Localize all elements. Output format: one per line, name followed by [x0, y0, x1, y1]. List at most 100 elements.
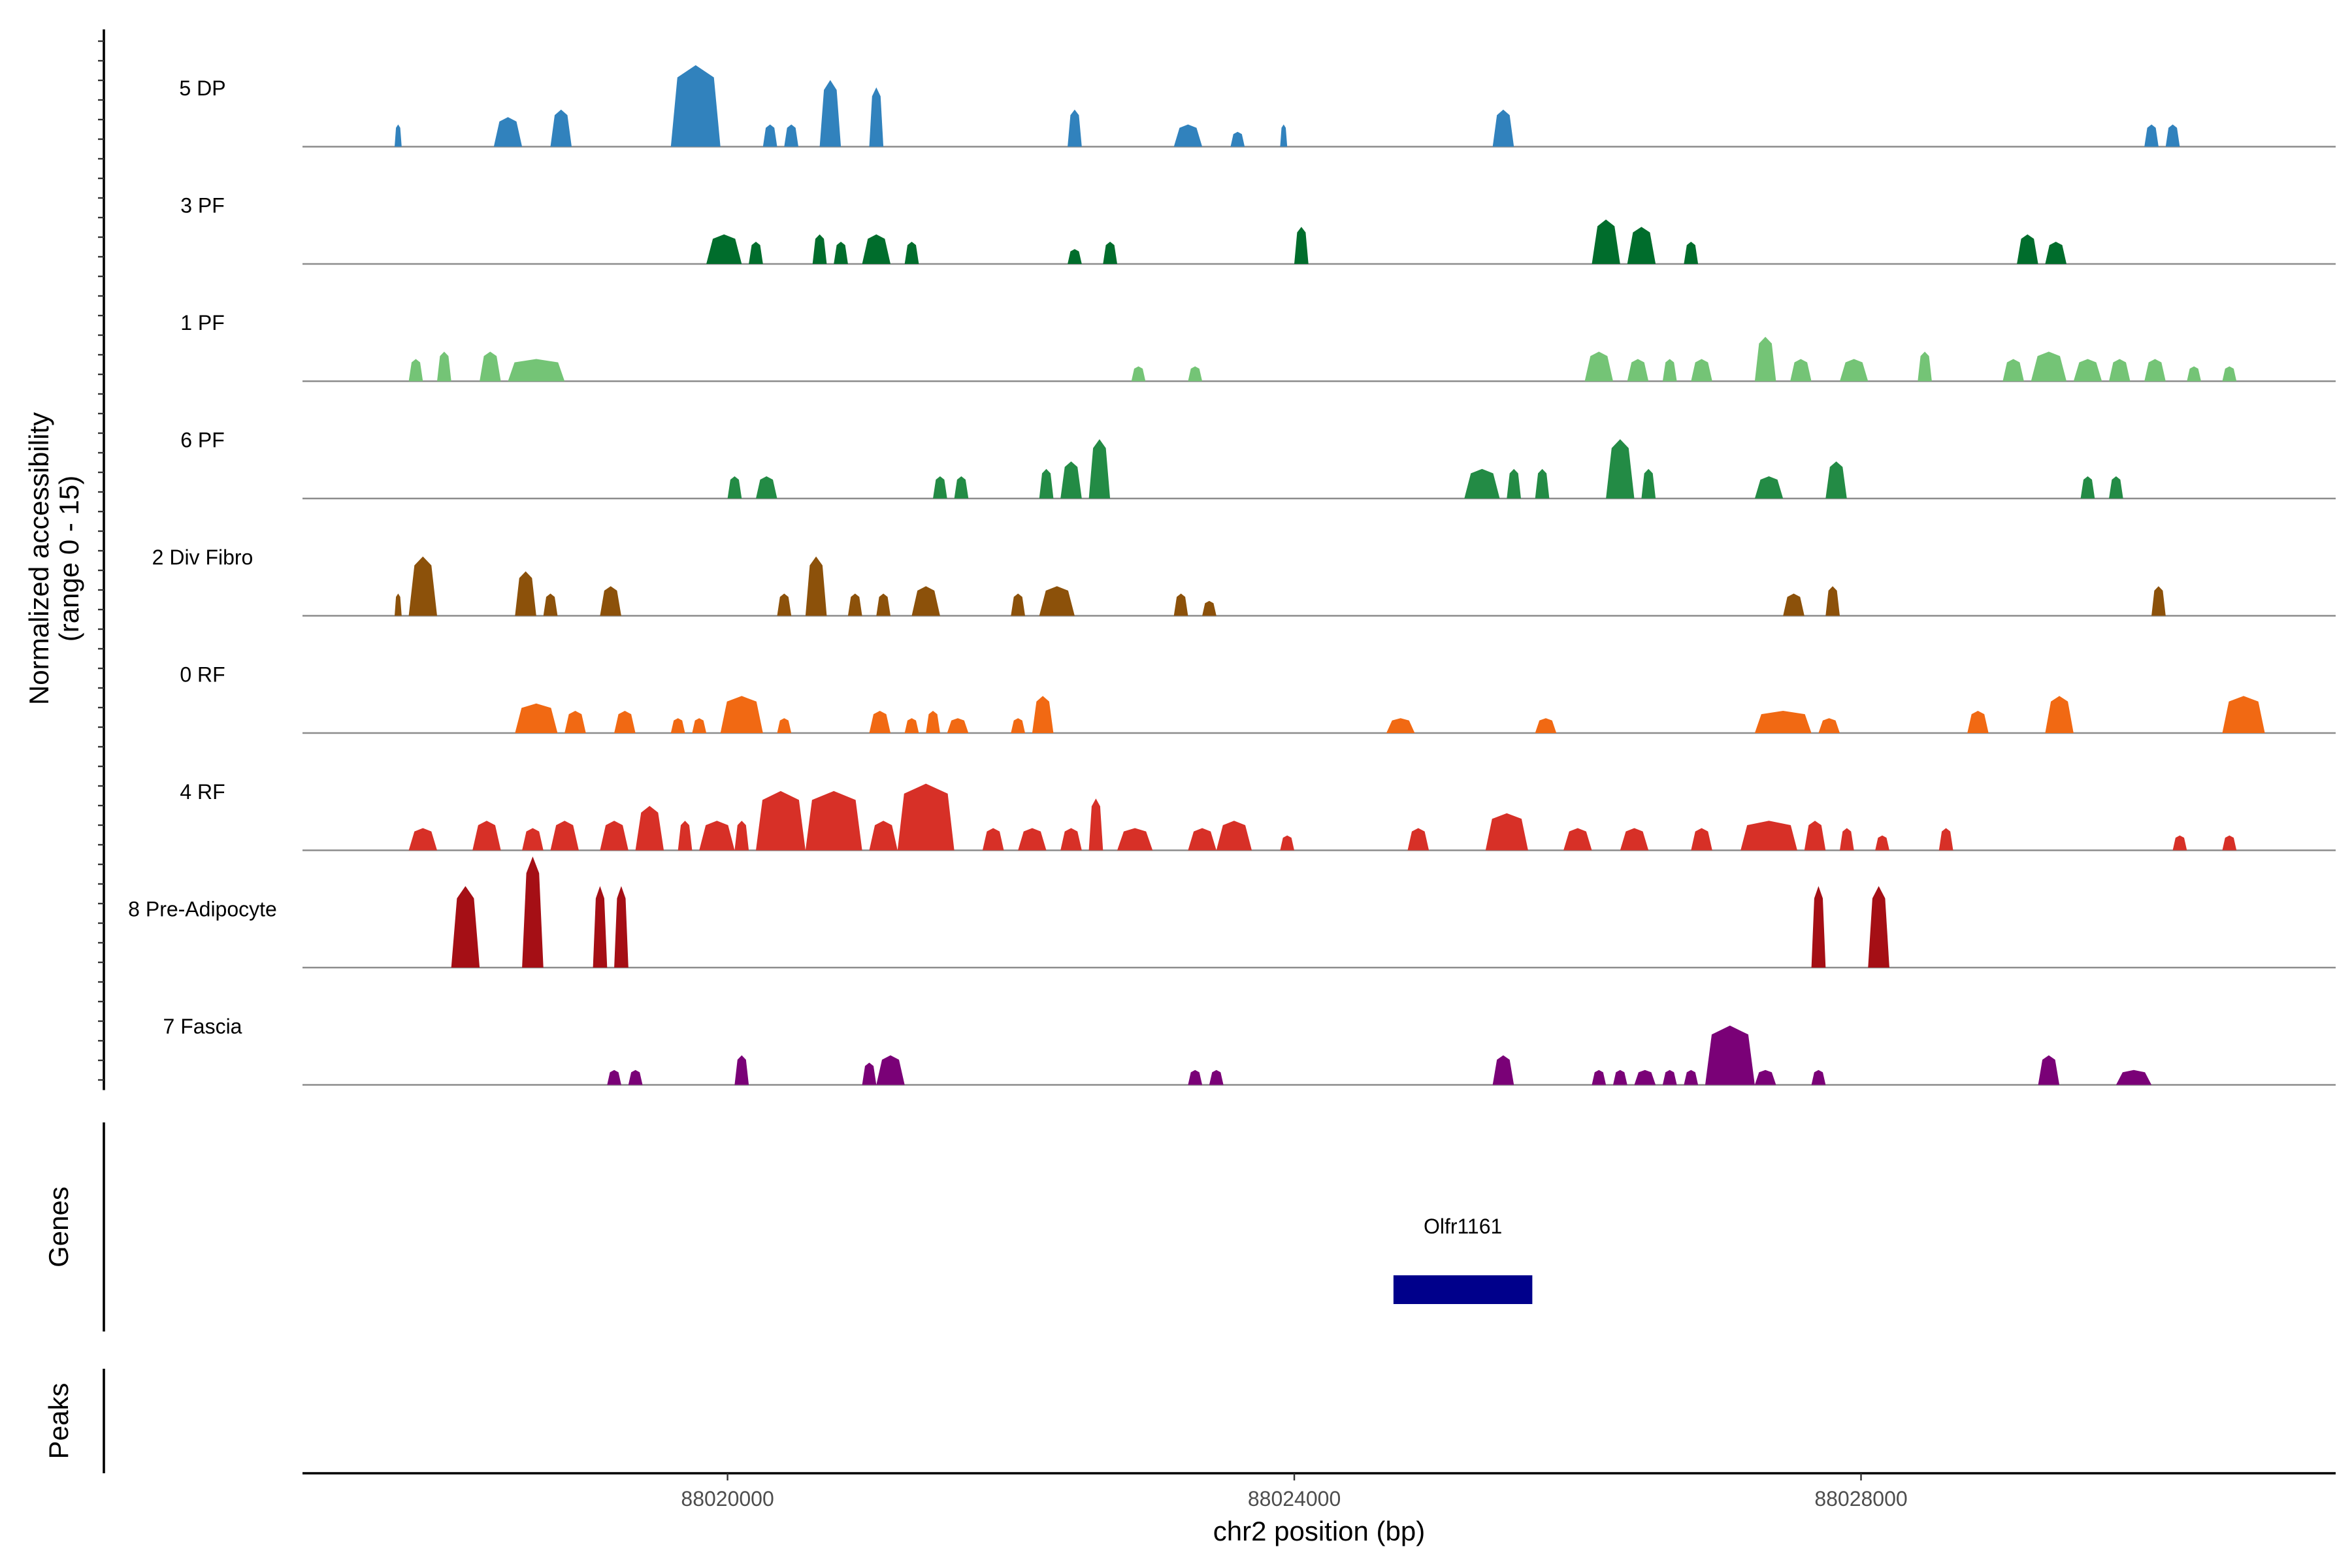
coverage-peak — [692, 718, 707, 733]
coverage-peak — [515, 703, 558, 733]
track-6-pf: 6 PF — [180, 429, 2336, 500]
coverage-peak — [2045, 242, 2066, 264]
coverage-peak — [1492, 1055, 1514, 1085]
coverage-peak — [777, 718, 792, 733]
coverage-peak — [1804, 821, 1826, 851]
x-tick-label: 88028000 — [1814, 1487, 1907, 1511]
track-label: 3 PF — [180, 194, 225, 218]
coverage-peak — [1627, 227, 1656, 264]
coverage-peak — [1407, 828, 1429, 851]
coverage-peak — [1811, 1070, 1826, 1085]
track-3-pf: 3 PF — [180, 194, 2336, 265]
track-label: 5 DP — [179, 76, 225, 100]
y-axis-title: Normalized accessibility — [24, 412, 54, 705]
coverage-peak — [550, 109, 572, 147]
coverage-peak — [756, 476, 777, 498]
coverage-peak — [1790, 359, 1812, 382]
coverage-peak — [1691, 828, 1712, 851]
coverage-peak — [1938, 828, 1953, 851]
coverage-peak — [1011, 718, 1025, 733]
coverage-peak — [1740, 821, 1797, 851]
coverage-peak — [1039, 586, 1075, 616]
coverage-peak — [1188, 1070, 1203, 1085]
coverage-peak — [670, 718, 685, 733]
coverage-peak — [734, 821, 749, 851]
accessibility-tracks: 5 DP 3 PF 1 PF 6 PF 2 Div Fibro 0 RF 4 RF 8 Pre… — [128, 65, 2336, 1086]
coverage-peak — [1634, 1070, 1656, 1085]
coverage-peak — [1705, 1025, 1755, 1085]
coverage-peak — [2038, 1055, 2060, 1085]
coverage-peak — [2080, 476, 2095, 498]
coverage-peak — [947, 718, 969, 733]
coverage-peak — [1068, 249, 1082, 264]
coverage-peak — [1230, 131, 1245, 147]
coverage-peak — [1825, 586, 1840, 616]
x-tick-label: 88020000 — [681, 1487, 774, 1511]
coverage-peak — [515, 571, 536, 616]
coverage-peak — [522, 828, 544, 851]
coverage-peak — [2115, 1070, 2152, 1085]
coverage-peak — [1627, 359, 1649, 382]
coverage-peak — [1684, 242, 1699, 264]
coverage-peak — [720, 696, 763, 733]
track-1-pf: 1 PF — [180, 311, 2336, 382]
coverage-peak — [1216, 821, 1252, 851]
coverage-peak — [408, 828, 437, 851]
coverage-peak — [904, 718, 919, 733]
track-2-div-fibro: 2 Div Fibro — [152, 546, 2336, 617]
gene-label: Olfr1161 — [1424, 1215, 1502, 1238]
coverage-peak — [670, 65, 721, 147]
coverage-peak — [1188, 828, 1217, 851]
track-8-pre-adipocyte: 8 Pre-Adipocyte — [128, 857, 2336, 969]
coverage-peak — [550, 821, 579, 851]
coverage-peak — [678, 821, 693, 851]
coverage-peak — [508, 359, 565, 382]
coverage-peak — [1613, 1070, 1627, 1085]
coverage-peak — [699, 821, 735, 851]
coverage-peak — [2045, 696, 2074, 733]
coverage-peak — [749, 242, 763, 264]
coverage-peak — [1117, 828, 1153, 851]
coverage-peak — [1202, 600, 1217, 616]
track-0-rf: 0 RF — [180, 663, 2336, 734]
track-y-axis — [98, 29, 105, 1090]
coverage-peak — [706, 234, 742, 264]
coverage-peak — [2151, 586, 2166, 616]
coverage-peak — [1032, 696, 1054, 733]
coverage-peak — [1464, 468, 1500, 498]
coverage-peak — [869, 711, 890, 733]
coverage-peak — [1173, 124, 1203, 147]
coverage-peak — [2073, 359, 2102, 382]
genes-panel-label: Genes — [43, 1186, 74, 1267]
coverage-peak — [1754, 711, 1812, 733]
coverage-peak — [1492, 109, 1514, 147]
coverage-peak — [1011, 593, 1025, 616]
coverage-peak — [847, 593, 862, 616]
coverage-peak — [876, 1055, 905, 1085]
coverage-peak — [1584, 351, 1613, 382]
coverage-peak — [1868, 886, 1889, 968]
coverage-peak — [2187, 366, 2201, 382]
coverage-peak — [1918, 351, 1932, 382]
coverage-peak — [1840, 359, 1869, 382]
coverage-peak — [1103, 242, 1117, 264]
track-label: 4 RF — [180, 780, 225, 804]
coverage-peak — [805, 791, 862, 851]
track-7-fascia: 7 Fascia — [163, 1015, 2336, 1086]
coverage-peak — [2144, 124, 2159, 147]
coverage-peak — [408, 556, 437, 616]
coverage-peak — [1060, 828, 1082, 851]
track-label: 2 Div Fibro — [152, 546, 253, 569]
coverage-peak — [1592, 1070, 1607, 1085]
coverage-peak — [614, 886, 629, 968]
track-label: 8 Pre-Adipocyte — [128, 898, 277, 921]
coverage-peak — [1386, 718, 1415, 733]
coverage-peak — [926, 711, 940, 733]
coverage-peak — [1018, 828, 1047, 851]
coverage-peak — [593, 886, 608, 968]
coverage-peak — [2222, 366, 2237, 382]
coverage-peak — [1783, 593, 1805, 616]
coverage-peak — [1060, 461, 1082, 498]
track-label: 1 PF — [180, 311, 225, 335]
coverage-peak — [395, 593, 402, 616]
